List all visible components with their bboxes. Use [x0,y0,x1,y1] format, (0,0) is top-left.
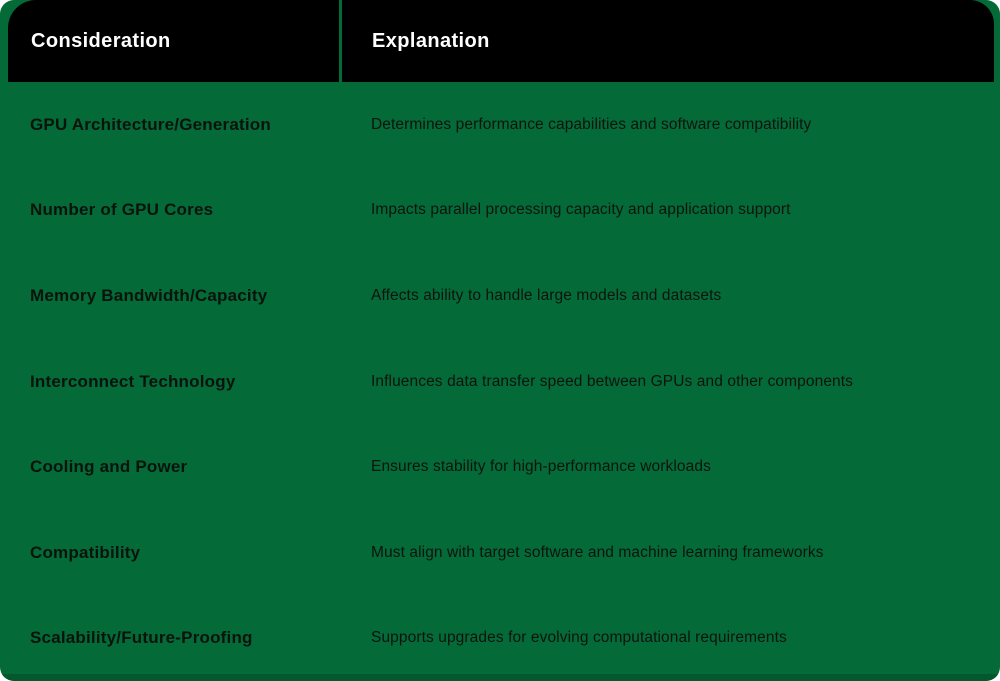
header-cell-consideration: Consideration [8,0,339,82]
row-consideration: Number of GPU Cores [30,200,214,220]
row-consideration: Scalability/Future-Proofing [30,628,253,648]
bottom-accent-strip [0,674,1000,681]
row-explanation: Must align with target software and mach… [371,543,824,561]
row-explanation: Determines performance capabilities and … [371,115,812,133]
row-consideration: Cooling and Power [30,457,188,477]
row-explanation: Influences data transfer speed between G… [371,372,854,390]
row-explanation: Affects ability to handle large models a… [371,286,722,304]
header-cell-explanation: Explanation [342,0,994,82]
row-consideration: GPU Architecture/Generation [30,114,271,134]
table-row: Cooling and Power Ensures stability for … [0,424,1000,510]
table-row: Compatibility Must align with target sof… [0,510,1000,596]
row-explanation: Supports upgrades for evolving computati… [371,629,787,647]
table-row: Memory Bandwidth/Capacity Affects abilit… [0,253,1000,339]
table-row: Scalability/Future-Proofing Supports upg… [0,595,1000,681]
table-row: Number of GPU Cores Impacts parallel pro… [0,168,1000,254]
row-consideration: Compatibility [30,542,141,562]
row-consideration: Memory Bandwidth/Capacity [30,285,268,305]
row-explanation: Impacts parallel processing capacity and… [371,201,791,219]
table-row: Interconnect Technology Influences data … [0,339,1000,425]
row-explanation: Ensures stability for high-performance w… [371,458,711,476]
header-label-consideration: Consideration [31,29,171,52]
table-header-row: Consideration Explanation [8,0,994,82]
table-body: GPU Architecture/Generation Determines p… [0,82,1000,681]
table-row: GPU Architecture/Generation Determines p… [0,82,1000,168]
row-consideration: Interconnect Technology [30,371,236,391]
header-label-explanation: Explanation [372,29,490,52]
